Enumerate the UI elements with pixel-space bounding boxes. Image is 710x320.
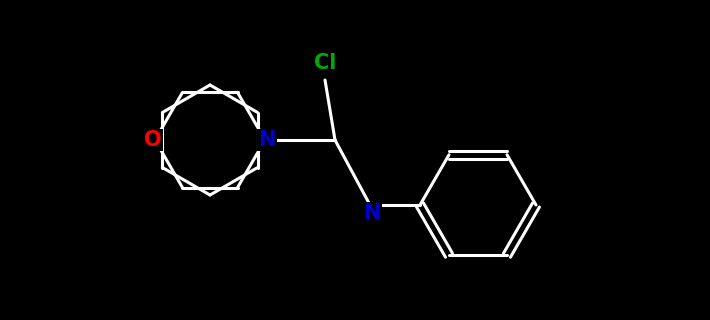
Text: Cl: Cl xyxy=(314,53,337,73)
Text: O: O xyxy=(144,130,162,150)
Text: N: N xyxy=(364,203,381,223)
Text: N: N xyxy=(258,130,275,150)
